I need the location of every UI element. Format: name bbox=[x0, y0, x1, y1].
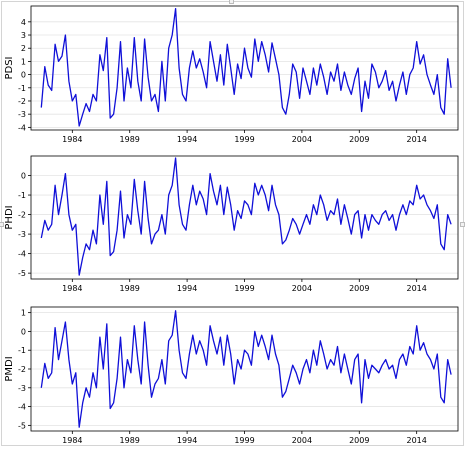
x-tick-label: 2014 bbox=[406, 284, 426, 293]
y-tick-label: -2 bbox=[18, 97, 26, 106]
y-tick-label: -4 bbox=[18, 250, 26, 259]
series-line-pdsi bbox=[40, 7, 452, 127]
y-tick-label: 0 bbox=[21, 172, 26, 181]
x-tick-label: 1999 bbox=[234, 436, 254, 445]
y-tick-label: -5 bbox=[18, 421, 26, 430]
y-axis-label: PDSI bbox=[4, 56, 15, 79]
y-tick-label: -2 bbox=[18, 211, 26, 220]
x-tick-label: 1994 bbox=[177, 284, 197, 293]
chart-panel-phdi: -5 -4 -3 -2 -1 0 1984 1989 1994 1999 2004 2009 2014 P… bbox=[4, 155, 459, 293]
x-tick-label: 1994 bbox=[177, 436, 197, 445]
y-tick-label: 1 bbox=[21, 309, 26, 318]
y-axis-label: PHDI bbox=[4, 205, 15, 229]
y-tick-label: -4 bbox=[18, 123, 26, 132]
x-tick-label: 1994 bbox=[177, 135, 197, 144]
y-tick-label: -1 bbox=[18, 191, 26, 200]
x-tick-label: 2004 bbox=[292, 284, 312, 293]
x-tick-label: 1989 bbox=[120, 284, 140, 293]
x-tick-label: 1989 bbox=[120, 436, 140, 445]
y-tick-label: -1 bbox=[18, 346, 26, 355]
x-tick-label: 2009 bbox=[349, 436, 369, 445]
y-tick-label: -2 bbox=[18, 365, 26, 374]
x-tick-label: 1999 bbox=[234, 135, 254, 144]
plot-area bbox=[31, 6, 458, 130]
y-tick-label: -3 bbox=[18, 230, 26, 239]
y-tick-label: -3 bbox=[18, 384, 26, 393]
y-tick-label: -5 bbox=[18, 269, 26, 278]
y-axis-label: PMDI bbox=[4, 356, 15, 381]
x-tick-label: 1999 bbox=[234, 284, 254, 293]
x-tick-label: 2004 bbox=[292, 436, 312, 445]
y-tick-label: 4 bbox=[21, 18, 26, 27]
y-tick-label: 1 bbox=[21, 57, 26, 66]
x-tick-label: 2014 bbox=[406, 436, 426, 445]
y-tick-label: 3 bbox=[21, 31, 26, 40]
chart-panel-pmdi: -5 -4 -3 -2 -1 0 1 1984 1989 1994 1999 2004 2009 2014… bbox=[4, 306, 459, 445]
x-tick-label: 2004 bbox=[292, 135, 312, 144]
y-tick-label: -4 bbox=[18, 403, 26, 412]
series-line-pmdi bbox=[40, 310, 452, 428]
y-tick-label: 0 bbox=[21, 327, 26, 336]
x-tick-label: 1984 bbox=[62, 436, 82, 445]
resize-handle-left[interactable] bbox=[0, 222, 4, 227]
series-line-phdi bbox=[40, 157, 452, 276]
x-tick-label: 1984 bbox=[62, 284, 82, 293]
x-tick-label: 2009 bbox=[349, 135, 369, 144]
y-tick-label: 0 bbox=[21, 71, 26, 80]
chart-panel-pdsi: -4 -3 -2 -1 0 1 2 3 4 1984 1989 1994 1999 2004 2009 201… bbox=[4, 5, 459, 144]
y-tick-label: -1 bbox=[18, 84, 26, 93]
resize-handle-top[interactable] bbox=[229, 0, 234, 4]
plot-area bbox=[31, 156, 458, 279]
x-tick-label: 1989 bbox=[120, 135, 140, 144]
x-tick-label: 2009 bbox=[349, 284, 369, 293]
y-tick-label: 2 bbox=[21, 44, 26, 53]
x-tick-label: 1984 bbox=[62, 135, 82, 144]
x-tick-label: 2014 bbox=[406, 135, 426, 144]
y-tick-label: -3 bbox=[18, 110, 26, 119]
resize-handle-right[interactable] bbox=[460, 222, 465, 227]
